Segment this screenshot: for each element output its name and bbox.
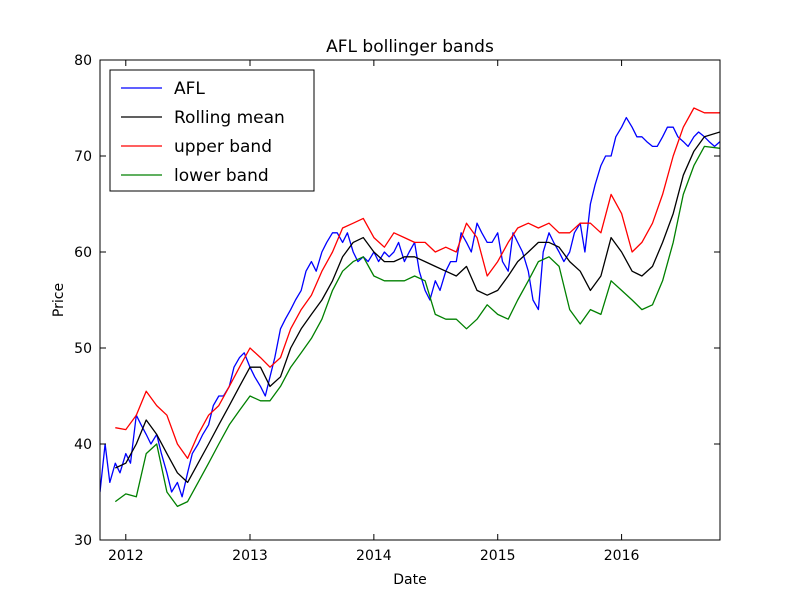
y-tick-label: 60 [74, 245, 92, 261]
x-axis-ticks: 2012 2013 2014 2015 2016 [108, 60, 640, 564]
legend-entry: AFL [121, 79, 205, 99]
x-tick-label: 2015 [480, 548, 516, 564]
legend-entry: Rolling mean [121, 108, 285, 128]
y-tick-label: 30 [74, 533, 92, 549]
y-tick-label: 70 [74, 149, 92, 165]
x-tick-label: 2012 [108, 548, 144, 564]
legend-label: lower band [174, 166, 269, 186]
series-line-upper-band [115, 107, 720, 460]
y-tick-label: 80 [74, 53, 92, 69]
x-axis-title: Date [393, 572, 426, 588]
legend-label: Rolling mean [174, 108, 285, 128]
legend: AFL Rolling mean upper band lower band [109, 69, 315, 192]
x-tick-label: 2016 [604, 548, 640, 564]
x-tick-label: 2014 [356, 548, 392, 564]
y-tick-label: 40 [74, 437, 92, 453]
series-layer [100, 107, 720, 508]
y-tick-label: 50 [74, 341, 92, 357]
legend-items: AFL Rolling mean upper band lower band [121, 79, 285, 186]
series-line-lower-band [114, 145, 720, 508]
plot-area: 2012 2013 2014 2015 2016 30 40 50 60 70 80 [74, 53, 721, 564]
series-line-afl [100, 116, 720, 498]
legend-entry: lower band [121, 166, 269, 186]
series-line-rolling-mean [115, 131, 720, 484]
plot-frame [99, 59, 721, 541]
legend-label: AFL [174, 79, 205, 99]
legend-frame [109, 69, 315, 192]
chart-title: AFL bollinger bands [326, 37, 494, 57]
legend-entry: upper band [121, 137, 272, 157]
legend-label: upper band [174, 137, 272, 157]
y-axis-ticks: 30 40 50 60 70 80 [74, 53, 720, 549]
x-tick-label: 2013 [232, 548, 268, 564]
y-axis-title: Price [51, 283, 67, 317]
